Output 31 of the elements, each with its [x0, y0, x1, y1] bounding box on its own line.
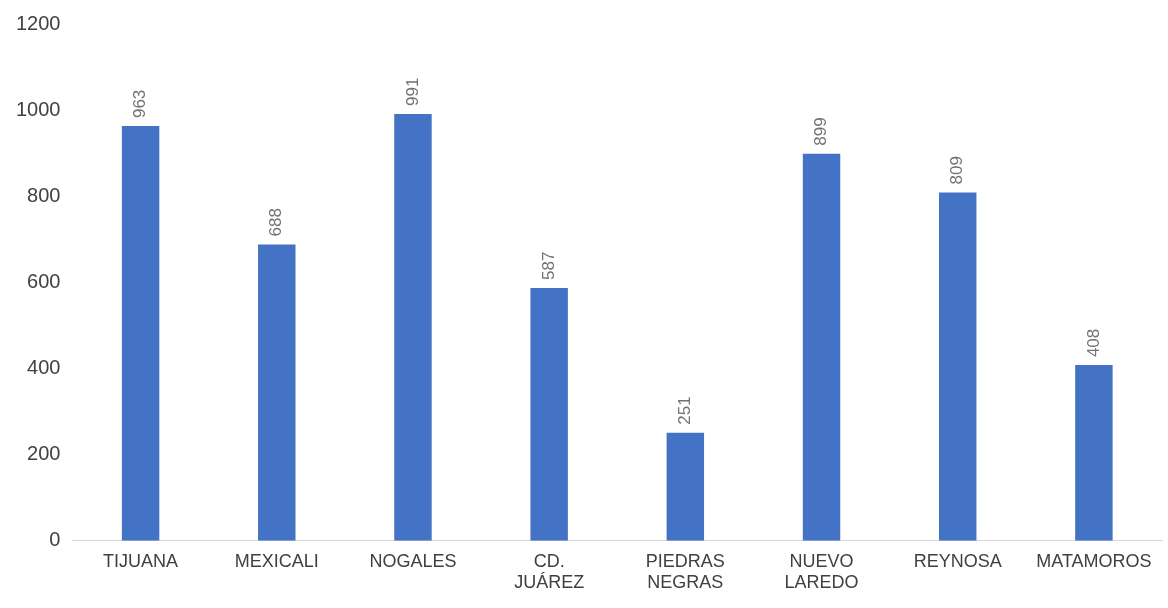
bar: [258, 244, 296, 541]
data-label: 809: [947, 156, 967, 185]
bar: [666, 432, 705, 541]
bar: [1075, 365, 1113, 541]
x-tick-label: NOGALES: [369, 550, 457, 571]
x-tick-label: MEXICALI: [234, 550, 319, 571]
bar: [530, 288, 568, 541]
y-tick-label: 1000: [15, 97, 61, 120]
x-tick-label: PIEDRAS NEGRAS: [645, 550, 725, 593]
x-tick-label: TIJUANA: [103, 550, 179, 571]
data-label: 251: [675, 396, 695, 425]
y-tick-label: 800: [27, 183, 61, 206]
bar: [121, 126, 160, 541]
data-label: 963: [130, 89, 150, 119]
y-tick-label: 0: [49, 528, 61, 551]
data-label: 991: [402, 77, 422, 107]
data-label: 688: [266, 208, 286, 237]
x-tick-label: NUEVO LAREDO: [784, 550, 859, 593]
bar: [938, 192, 977, 541]
bar: [394, 114, 432, 541]
y-tick-label: 400: [27, 356, 61, 379]
data-label: 587: [538, 251, 558, 280]
x-tick-label: CD. JUÁREZ: [514, 550, 585, 593]
data-label: 899: [811, 117, 831, 146]
x-tick-label: MATAMOROS: [1036, 550, 1152, 571]
x-tick-label: REYNOSA: [913, 550, 1002, 571]
y-tick-label: 600: [27, 269, 61, 292]
data-label: 408: [1083, 328, 1103, 358]
y-tick-label: 200: [27, 442, 61, 465]
bar: [802, 153, 841, 541]
y-tick-label: 1200: [15, 11, 61, 34]
